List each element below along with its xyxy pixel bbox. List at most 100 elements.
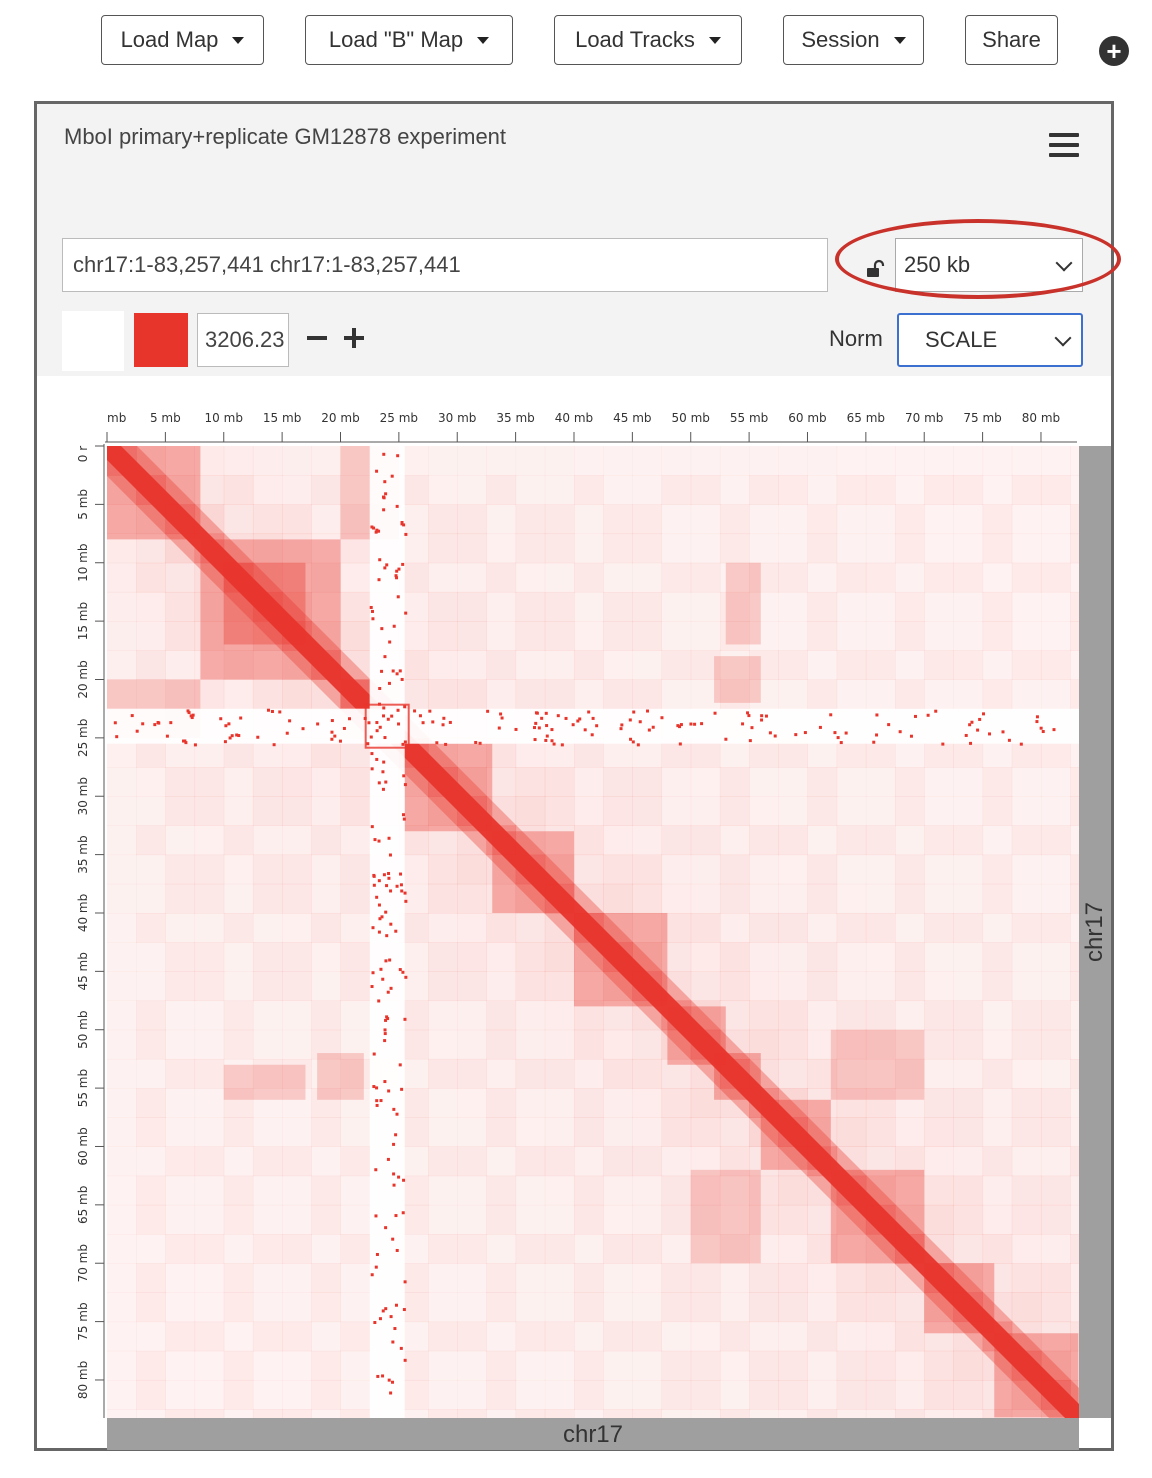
contact-cell: [1040, 971, 1071, 1002]
contact-cell: [632, 1234, 663, 1264]
contact-cell: [457, 1000, 487, 1031]
contact-cell: [515, 1088, 546, 1118]
plus-icon[interactable]: [344, 328, 364, 348]
contact-cell: [778, 1350, 808, 1381]
contact-cell: [340, 1379, 371, 1410]
contact-cell: [778, 1029, 808, 1060]
contact-cell: [515, 767, 546, 797]
y-axis-ruler[interactable]: 0 r 5 mb 10 mb 15 mb 20 mb 25 mb 30 mb 35 mb 40 …: [73, 444, 105, 1418]
contact-cell: [836, 679, 867, 710]
share-button[interactable]: Share: [965, 15, 1058, 65]
contact-cell: [778, 942, 808, 972]
contact-cell: [836, 942, 867, 972]
sparse-contact: [818, 725, 822, 729]
contact-cell: [953, 825, 984, 856]
contact-cell: [807, 1058, 838, 1089]
contact-cell: [1070, 650, 1079, 680]
contact-cell: [1040, 1204, 1071, 1235]
sparse-contact: [1039, 726, 1043, 730]
sparse-contact: [270, 709, 274, 713]
contact-cell: [1070, 1029, 1079, 1060]
sparse-contact: [378, 558, 382, 562]
contact-cell: [136, 562, 166, 593]
sparse-contact: [224, 724, 228, 728]
contact-cell: [1070, 1292, 1079, 1323]
contact-cell: [311, 1029, 341, 1060]
contact-cell: [1011, 591, 1042, 622]
sparse-contact: [678, 725, 682, 729]
contact-heatmap[interactable]: [107, 446, 1079, 1418]
sparse-contact: [394, 574, 398, 578]
sparse-contact: [693, 722, 697, 726]
contact-cell: [252, 1029, 283, 1060]
contact-cell: [544, 1379, 575, 1410]
contact-cell: [194, 1204, 225, 1235]
contact-cell: [340, 1321, 371, 1352]
load-b-map-button[interactable]: Load "B" Map: [305, 15, 513, 65]
contact-cell: [895, 475, 925, 505]
sparse-contact: [394, 1303, 398, 1307]
y-tick-label: 15 mb: [76, 602, 90, 640]
sparse-contact: [373, 1321, 377, 1325]
sparse-contact: [389, 922, 393, 926]
locus-input[interactable]: chr17:1-83,257,441 chr17:1-83,257,441: [62, 238, 828, 292]
contact-cell: [136, 971, 166, 1002]
normalization-select[interactable]: SCALE: [897, 313, 1083, 367]
contact-cell: [719, 475, 750, 505]
contact-cell: [340, 1409, 371, 1418]
min-color-swatch[interactable]: [62, 311, 124, 371]
contact-cell: [1070, 883, 1079, 914]
sparse-contact: [537, 726, 541, 730]
color-scale-input[interactable]: 3206.23: [197, 313, 289, 367]
plus-circle-icon[interactable]: +: [1099, 36, 1129, 66]
x-axis-ruler[interactable]: mb 5 mb 10 mb 15 mb 20 mb 25 mb 30 mb 35 mb 40 m…: [105, 392, 1077, 444]
sparse-contact: [387, 876, 391, 880]
session-button[interactable]: Session: [783, 15, 924, 65]
contact-cell: [340, 971, 371, 1002]
contact-cell: [865, 854, 896, 885]
contact-cell: [690, 1234, 721, 1264]
contact-cell: [515, 446, 546, 476]
contact-cell: [807, 912, 838, 943]
load-map-button[interactable]: Load Map: [101, 15, 264, 65]
contact-cell: [1011, 1175, 1042, 1206]
contact-cell: [428, 562, 458, 593]
contact-cell: [1070, 1263, 1079, 1293]
contact-cell: [749, 1029, 779, 1060]
panel-header: MboI primary+replicate GM12878 experimen…: [37, 104, 1121, 376]
contact-cell: [107, 1000, 137, 1031]
contact-cell: [107, 591, 137, 622]
contact-cell: [573, 1350, 604, 1381]
sparse-contact: [374, 530, 378, 534]
load-tracks-button[interactable]: Load Tracks: [554, 15, 742, 65]
contact-cell: [690, 1088, 721, 1118]
contact-cell: [136, 1000, 166, 1031]
contact-cell: [982, 971, 1013, 1002]
contact-cell: [311, 1088, 341, 1118]
contact-cell: [544, 533, 575, 564]
contact-cell: [486, 1350, 517, 1381]
contact-cell: [719, 1409, 750, 1418]
interaction-block: [317, 1053, 364, 1100]
contact-cell: [603, 1175, 633, 1206]
minus-icon[interactable]: [307, 336, 327, 340]
contact-cell: [428, 621, 458, 651]
contact-cell: [194, 767, 225, 797]
contact-cell: [1040, 912, 1071, 943]
max-color-swatch[interactable]: [134, 313, 188, 367]
contact-cell: [223, 504, 254, 535]
sparse-contact: [550, 739, 554, 743]
contact-cell: [924, 1117, 954, 1147]
contact-cell: [1011, 971, 1042, 1002]
contact-cell: [1070, 533, 1079, 564]
contact-cell: [807, 533, 838, 564]
contact-cell: [982, 533, 1013, 564]
contact-cell: [457, 1117, 487, 1147]
contact-cell: [282, 1234, 312, 1264]
load-b-map-label: Load "B" Map: [328, 27, 464, 52]
contact-cell: [428, 1292, 458, 1323]
hamburger-icon[interactable]: [1049, 133, 1079, 157]
sparse-contact: [379, 967, 383, 971]
sparse-contact: [382, 452, 386, 456]
contact-cell: [515, 562, 546, 593]
